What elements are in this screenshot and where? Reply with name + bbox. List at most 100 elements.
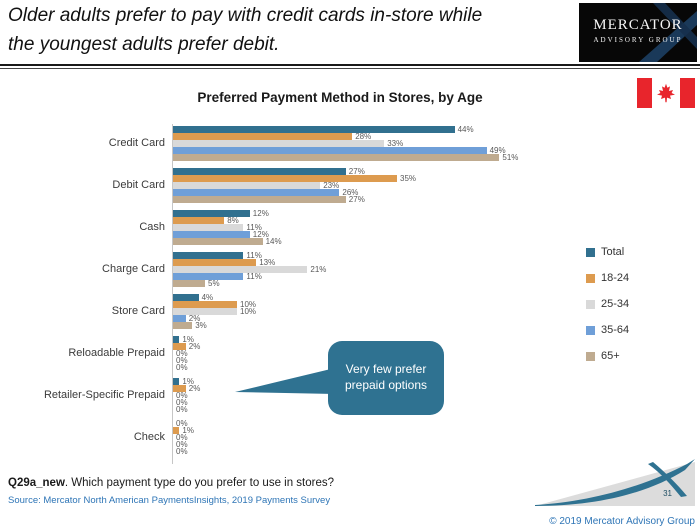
category-label: Charge Card — [102, 263, 165, 275]
legend-label: 18-24 — [601, 272, 630, 284]
legend-swatch — [586, 273, 595, 283]
legend-item: Total — [586, 246, 629, 258]
bar — [173, 153, 500, 161]
bar-row: 0% — [173, 439, 194, 449]
bar-group: Reloadable Prepaid 1% 2% 0% 0% 0% — [0, 332, 580, 374]
legend-item: 35-64 — [586, 324, 629, 336]
bar — [173, 216, 225, 224]
callout-bubble: Very few prefer prepaid options — [328, 341, 444, 415]
bar-value-label: 10% — [240, 306, 257, 316]
bar-set: 1% 2% 0% 0% 0% — [173, 335, 201, 371]
chart-legend: Total 18-24 25-34 35-64 65+ — [586, 246, 629, 376]
footer-swoosh-icon — [535, 459, 695, 506]
bar-value-label: 0% — [176, 418, 188, 428]
bar-row: 0% — [173, 348, 200, 358]
legend-label: 65+ — [601, 350, 620, 362]
bar-row: 51% — [173, 153, 518, 161]
bar — [173, 279, 205, 287]
bar-row: 35% — [173, 174, 416, 182]
bar-value-label: 27% — [348, 166, 365, 176]
bar — [173, 265, 308, 273]
bar-value-label: 33% — [387, 138, 404, 148]
bar-row: 2% — [173, 383, 201, 393]
survey-question-text: . Which payment type do you prefer to us… — [64, 477, 335, 489]
bar-value-label: 0% — [176, 439, 188, 449]
bar-value-label: 3% — [195, 320, 207, 330]
bar-value-label: 2% — [188, 341, 201, 351]
bar-value-label: 4% — [201, 292, 214, 302]
bar-value-label: 12% — [252, 208, 269, 218]
bar-value-label: 10% — [240, 299, 257, 309]
category-label: Credit Card — [108, 137, 165, 149]
bar-row: 21% — [173, 264, 327, 274]
bar — [173, 321, 193, 329]
bar-row: 27% — [173, 194, 416, 204]
bar-value-label: 12% — [252, 229, 269, 239]
bar-value-label: 11% — [246, 271, 262, 281]
source-note: Source: Mercator North American Payments… — [8, 495, 331, 506]
bar-value-label: 44% — [457, 124, 474, 134]
bar-group: Debit Card 27% 35% 23% 26% 27% — [0, 164, 580, 206]
legend-swatch — [586, 247, 595, 257]
bar-value-label: 0% — [176, 432, 188, 442]
bar — [173, 132, 353, 140]
bar-set: 44% 28% 33% 49% 51% — [173, 124, 518, 161]
bar-set: 11% 13% 21% 11% 5% — [173, 251, 327, 287]
slide-title-line1: Older adults prefer to pay with credit c… — [8, 5, 483, 26]
bar-row: 8% — [173, 216, 282, 224]
category-label: Store Card — [111, 305, 165, 317]
bar-row: 0% — [173, 391, 200, 399]
logo-swoosh-icon — [639, 3, 697, 62]
mercator-logo: MERCATOR ADVISORY GROUP — [579, 3, 697, 62]
bar-row: 33% — [173, 138, 518, 148]
bar — [173, 125, 455, 133]
bar-set: 4% 10% 10% 2% 3% — [173, 292, 257, 330]
bar — [173, 139, 385, 147]
bar-row: 3% — [173, 320, 256, 330]
bar-value-label: 28% — [355, 131, 372, 141]
bar-row: 5% — [173, 279, 326, 287]
bar-row: 44% — [173, 124, 518, 134]
legend-swatch — [586, 351, 595, 361]
bar-value-label: 21% — [310, 264, 327, 274]
bar-value-label: 49% — [489, 145, 506, 155]
bar-row: 2% — [173, 313, 256, 323]
page-number: 31 — [663, 489, 672, 498]
bar — [173, 167, 346, 175]
category-label: Retailer-Specific Prepaid — [43, 389, 165, 401]
bar-row: 11% — [173, 223, 282, 231]
bar-value-label: 27% — [348, 194, 365, 204]
bar — [173, 237, 263, 245]
legend-swatch — [586, 299, 595, 309]
bar — [173, 209, 250, 217]
bar-value-label: 14% — [265, 236, 282, 246]
category-label: Debit Card — [112, 179, 165, 191]
bar-set: 12% 8% 11% 12% 14% — [173, 208, 282, 246]
bar-value-label: 2% — [188, 383, 201, 393]
bar-row: 0% — [173, 432, 194, 442]
bar-row: 26% — [173, 187, 416, 197]
bar-value-label: 26% — [342, 187, 359, 197]
bar-row: 1% — [173, 426, 194, 434]
bar-value-label: 0% — [176, 348, 188, 358]
bar-value-label: 2% — [188, 313, 201, 323]
bar — [173, 300, 237, 308]
bar-row: 1% — [173, 377, 200, 385]
legend-item: 25-34 — [586, 298, 629, 310]
maple-leaf-icon — [657, 83, 675, 103]
bar-row: 2% — [173, 341, 201, 351]
chart-title: Preferred Payment Method in Stores, by A… — [197, 90, 483, 105]
bar — [173, 342, 186, 350]
logo-subtitle: ADVISORY GROUP — [593, 36, 683, 44]
survey-question-label: Q29a_new — [8, 477, 65, 489]
bar-row: 10% — [173, 306, 257, 316]
bar-row: 1% — [173, 335, 200, 343]
bar-group: Charge Card 11% 13% 21% 11% 5% — [0, 248, 580, 290]
bar — [173, 272, 244, 280]
bar — [173, 314, 186, 322]
bar — [173, 174, 397, 182]
bar-row: 0% — [173, 447, 194, 455]
bar-value-label: 0% — [176, 355, 188, 365]
legend-label: 35-64 — [601, 324, 630, 336]
legend-label: Total — [601, 246, 625, 258]
